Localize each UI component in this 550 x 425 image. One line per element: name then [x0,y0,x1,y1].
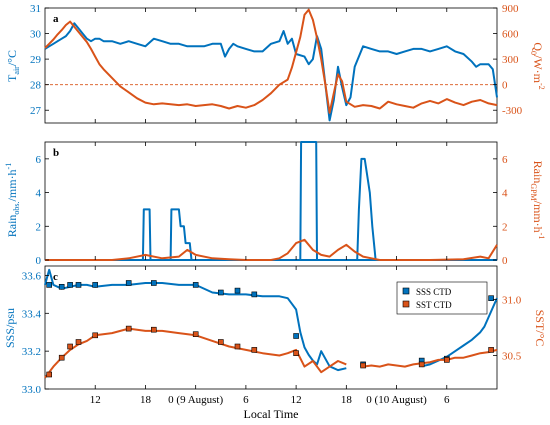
panel-a-frame [44,7,498,124]
panel-a-right-tick-label: 900 [502,3,519,15]
ctd-sst-point [418,361,425,368]
ctd-sss-point [488,295,494,302]
ctd-sst-point [151,326,157,333]
panel-a-series-line-0 [44,22,498,122]
legend-marker-sst [402,300,410,308]
panel-b-right-tick-label: 2 [502,221,508,233]
panel-c-frame [44,265,498,390]
ctd-sst-point [293,350,299,357]
panel-c-right-tick-label: 31.0 [502,295,522,307]
panel-a-right-tick-label: 0 [502,80,508,92]
panel-b-left-tick-label: 6 [36,154,42,166]
panel-b-left-tick-label: 4 [36,188,42,200]
panel-c-series [44,268,498,379]
ctd-sst-point [251,347,258,353]
panel-c-series-line-3 [362,348,498,368]
ctd-sst-point [58,354,65,361]
x-axis-label: Local Time [243,407,298,421]
panel-c-left-tick-label: 33.4 [22,308,42,320]
panel-b-right-tick-label: 4 [502,188,508,200]
panel-b-series [45,141,498,261]
ctd-sss-point [151,280,157,286]
ctd-sst-point [234,343,241,350]
x-tick-label: 18 [140,394,152,406]
ctd-sss-point [67,282,73,288]
panel-b-right-tick-label: 0 [502,255,508,267]
ctd-sss-point [58,283,65,290]
panel-letter-a: a [53,13,59,25]
panel-b-right-axis-label: RainGPM/mm·h-1 [529,161,546,240]
panel-c-left-tick-label: 33.0 [22,384,42,396]
ctd-sst-point [67,343,73,350]
panel-b-series-line-2 [45,238,498,261]
ctd-sst-point [360,362,366,369]
panel-a-left-tick-label: 28 [30,80,42,92]
x-tick-label: 6 [243,394,249,406]
panel-b-frame [44,141,498,261]
panel-c-right-tick-label: 30.5 [502,350,522,362]
x-tick-label: 0 (10 August) [366,394,427,406]
panel-b-left-axis-label: Rainobs./mm·h-1 [4,163,21,237]
x-tick-label: 12 [90,394,101,406]
panel-a-series [44,8,498,122]
ctd-sss-point [125,280,132,286]
legend-label-sss: SSS CTD [416,287,452,297]
ctd-sst-point [75,339,82,345]
ctd-sss-point [293,333,299,339]
ctd-sst-point [46,371,53,378]
legend-box [396,281,488,315]
ctd-sss-point [92,282,98,288]
panel-a-right-tick-label: 600 [502,29,519,41]
legend-marker-sss [402,287,410,295]
ctd-sst-point [488,347,494,353]
panel-a-left-tick-label: 27 [30,105,42,117]
ctd-sss-point [234,287,241,294]
panel-a-left-tick-label: 31 [30,3,41,15]
panel-c-left-tick-label: 33.6 [22,270,42,282]
ctd-sst-point [218,339,224,345]
x-tick-label: 6 [444,394,450,406]
ctd-sss-point [251,291,258,298]
panel-b-left-tick-label: 0 [36,255,42,267]
x-tick-label: 0 (9 August) [168,394,223,406]
panel-b-left-tick-label: 2 [36,221,42,233]
ctd-sss-point [75,282,82,288]
panel-a-right-axis-label: Q0/W·m-2 [529,42,546,89]
ctd-sst-point [443,357,450,363]
ctd-sst-point [92,332,98,339]
ctd-sss-point [46,282,53,288]
panel-c-left-axis-label: SSS/psu [3,308,17,348]
x-tick-label: 12 [291,394,302,406]
panel-b-right-tick-label: 6 [502,154,508,166]
panel-b-series-line-0 [45,208,497,261]
panel-a-left-tick-label: 30 [30,29,42,41]
panel-c-left-tick-label: 33.2 [22,346,41,358]
panel-a-right-tick-label: -300 [502,105,523,117]
panel-letter-c: c [53,271,58,283]
panel-a-series-line-1 [44,8,498,114]
axes-ticks: 27 28 29 30 31 -300 0 300 600 900 0 2 4 6 0 2 4 6 33.0 33.2… [22,3,523,406]
panel-a-right-tick-label: 300 [502,54,519,66]
legend-label-sst: SST CTD [416,300,452,310]
x-tick-label: 18 [341,394,353,406]
ctd-sss-point [192,282,199,288]
panel-b-series-line-1 [45,141,497,261]
ctd-sst-point [125,325,132,332]
panel-a-left-tick-label: 29 [30,54,42,66]
legend: SSS CTD SST CTD [396,281,488,315]
ctd-sst-point [192,331,199,338]
panel-c-right-axis-label: SST/°C [533,310,547,347]
panel-a-left-axis-label: Tair/°C [5,50,21,82]
panel-letter-b: b [53,147,59,159]
ctd-sss-point [218,289,224,296]
